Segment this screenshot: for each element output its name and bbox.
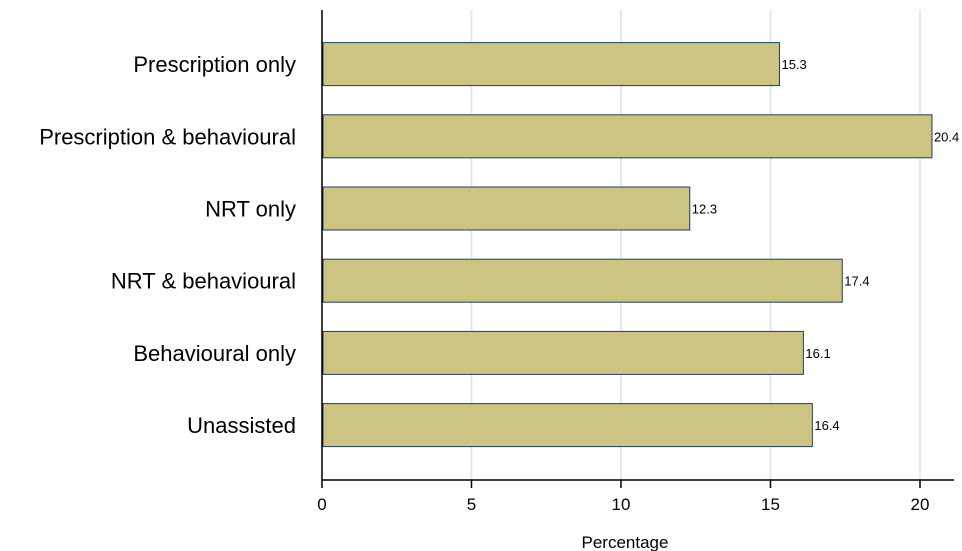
value-label-2: 12.3 <box>692 202 717 217</box>
category-label-3: NRT & behavioural <box>111 269 296 294</box>
axes <box>321 10 954 481</box>
bar-2 <box>322 186 691 231</box>
bar-0 <box>322 42 780 87</box>
category-label-4: Behavioural only <box>133 341 296 366</box>
category-label-1: Prescription & behavioural <box>39 124 296 149</box>
value-label-3: 17.4 <box>844 274 869 289</box>
x-ticks: 0 5 10 15 20 <box>317 480 929 514</box>
category-label-0: Prescription only <box>133 52 296 77</box>
bar-5 <box>322 403 813 448</box>
bar-4 <box>322 330 804 375</box>
bar-1 <box>322 114 933 159</box>
x-tick-label-20: 20 <box>911 495 930 514</box>
bar-3 <box>322 258 843 303</box>
bars <box>322 42 933 448</box>
category-label-2: NRT only <box>205 197 296 222</box>
x-tick-label-5: 5 <box>467 495 476 514</box>
gridlines <box>470 10 921 480</box>
value-label-0: 15.3 <box>781 57 806 72</box>
x-tick-label-15: 15 <box>761 495 780 514</box>
value-labels: 15.3 20.4 12.3 17.4 16.1 16.4 <box>692 57 960 433</box>
x-tick-label-0: 0 <box>317 495 326 514</box>
category-label-5: Unassisted <box>187 413 296 438</box>
value-label-1: 20.4 <box>934 129 959 144</box>
value-label-4: 16.1 <box>805 346 830 361</box>
category-labels: Prescription only Prescription & behaviou… <box>39 52 296 438</box>
x-tick-label-10: 10 <box>612 495 631 514</box>
value-label-5: 16.4 <box>814 418 839 433</box>
x-axis-title: Percentage <box>582 533 669 551</box>
